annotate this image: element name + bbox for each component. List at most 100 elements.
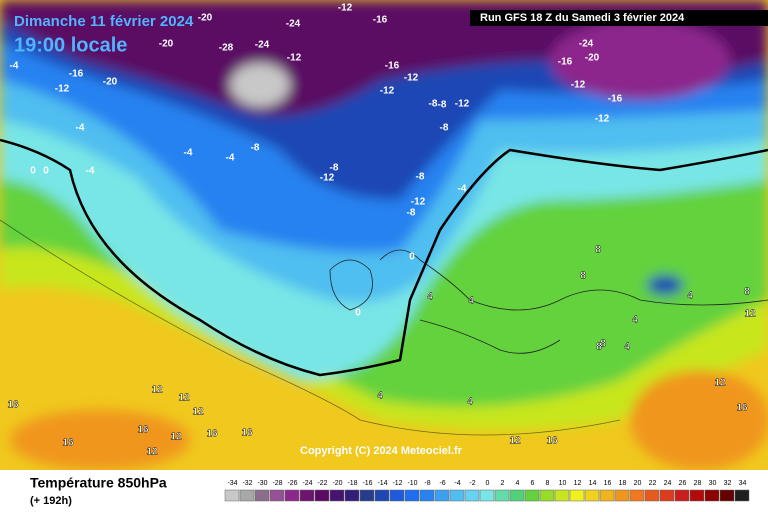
isotherm-label: 0 — [43, 166, 49, 177]
isotherm-label: -8 — [251, 143, 260, 154]
isotherm-label: 4 — [467, 397, 473, 408]
isotherm-label: -8 — [440, 123, 449, 134]
isotherm-label: 0 — [355, 308, 361, 319]
isotherm-label: -24 — [286, 19, 301, 30]
isotherm-label: -12 — [595, 114, 610, 125]
isotherm-label: 8 — [600, 339, 606, 350]
scale-label: -4 — [454, 480, 460, 487]
scale-label: -20 — [332, 480, 342, 487]
isotherm-label: -24 — [255, 40, 270, 51]
isotherm-label: -12 — [411, 197, 426, 208]
scale-cell — [659, 489, 675, 502]
scale-label: -32 — [242, 480, 252, 487]
scale-label: 26 — [679, 480, 687, 487]
scale-label: 6 — [531, 480, 535, 487]
isotherm-label: 4 — [468, 296, 474, 307]
isotherm-label: -20 — [103, 77, 118, 88]
isotherm-label: 4 — [632, 315, 638, 326]
scale-cell — [644, 489, 660, 502]
isotherm-label: 16 — [7, 400, 19, 411]
isotherm-label: -4 — [184, 148, 193, 159]
scale-label: 10 — [559, 480, 567, 487]
isotherm-label: -12 — [338, 3, 353, 14]
scale-cell — [614, 489, 630, 502]
scale-label: 24 — [664, 480, 672, 487]
isotherm-label: -12 — [455, 99, 470, 110]
isotherm-labels: -12 -16 -20 -4 -12 -16 -20 -28 -24 -24 -12 -20 -16 -1… — [7, 3, 756, 458]
scale-cell — [314, 489, 330, 502]
isotherm-label: 16 — [206, 429, 218, 440]
isotherm-label: 8 — [595, 245, 601, 256]
scale-label: -28 — [272, 480, 282, 487]
scale-cell — [569, 489, 585, 502]
isotherm-label: 4 — [427, 292, 433, 303]
scale-label: -10 — [407, 480, 417, 487]
isotherm-label: 12 — [146, 447, 158, 458]
isotherm-label: 12 — [509, 436, 521, 447]
isotherm-label: 12 — [170, 432, 182, 443]
scale-cell — [239, 489, 255, 502]
scale-cell — [584, 489, 600, 502]
scale-cell — [374, 489, 390, 502]
scale-label: -34 — [227, 480, 237, 487]
scale-cell — [404, 489, 420, 502]
scale-cell — [344, 489, 360, 502]
temperature-field — [0, 0, 768, 470]
isotherm-label: -12 — [404, 73, 419, 84]
isotherm-label: 4 — [687, 291, 693, 302]
scale-label: 32 — [724, 480, 732, 487]
scale-label: -12 — [392, 480, 402, 487]
time: 19:00 locale — [14, 34, 127, 56]
isotherm-label: -8 — [407, 208, 416, 219]
scale-label: 0 — [486, 480, 490, 487]
isotherm-label: -12 — [571, 80, 586, 91]
scale-label: 18 — [619, 480, 627, 487]
scale-label: 8 — [546, 480, 550, 487]
isotherm-label: 12 — [151, 385, 163, 396]
isotherm-label: -4 — [10, 61, 19, 72]
isotherm-label: -28 — [219, 43, 234, 54]
isotherm-label: 12 — [192, 407, 204, 418]
scale-cell — [719, 489, 735, 502]
isotherm-label: -24 — [579, 39, 594, 50]
scale-cell — [599, 489, 615, 502]
scale-cell — [524, 489, 540, 502]
scale-cell — [509, 489, 525, 502]
isotherm-label: 16 — [736, 403, 748, 414]
scale-label: -24 — [302, 480, 312, 487]
isotherm-label: -16 — [558, 57, 573, 68]
scale-cell — [494, 489, 510, 502]
scale-cell — [734, 489, 750, 502]
isotherm-label: 8 — [744, 287, 750, 298]
scale-label: 4 — [516, 480, 520, 487]
scale-cell — [284, 489, 300, 502]
scale-label: -6 — [439, 480, 445, 487]
isotherm-label: 0 — [30, 166, 36, 177]
date: Dimanche 11 février 2024 — [14, 13, 194, 30]
isotherm-label: 12 — [744, 309, 756, 320]
scale-cell — [464, 489, 480, 502]
isotherm-label: -16 — [608, 94, 623, 105]
scale-cell — [254, 489, 270, 502]
scale-label: 30 — [709, 480, 717, 487]
scale-cell — [224, 489, 240, 502]
scale-label: -14 — [377, 480, 387, 487]
scale-cell — [434, 489, 450, 502]
isotherm-label: -20 — [585, 53, 600, 64]
lead-time: (+ 192h) — [30, 495, 72, 507]
copyright: Copyright (C) 2024 Meteociel.fr — [300, 445, 463, 457]
run-box — [470, 10, 768, 26]
scale-cell — [479, 489, 495, 502]
scale-cell — [359, 489, 375, 502]
isotherm-label: -12 — [380, 86, 395, 97]
scale-cell — [449, 489, 465, 502]
isotherm-label: -8 — [416, 172, 425, 183]
isotherm-label: -20 — [198, 13, 213, 24]
isotherm-label: 0 — [409, 252, 415, 263]
isotherm-label: 4 — [377, 391, 383, 402]
isotherm-label: -4 — [76, 123, 85, 134]
color-scale: -34 -32 -30 -28 -26 -24 -22 -20 -18 -16 -14 -12 -10-… — [224, 480, 750, 502]
scale-cell — [269, 489, 285, 502]
isotherm-label: -4 — [226, 153, 235, 164]
